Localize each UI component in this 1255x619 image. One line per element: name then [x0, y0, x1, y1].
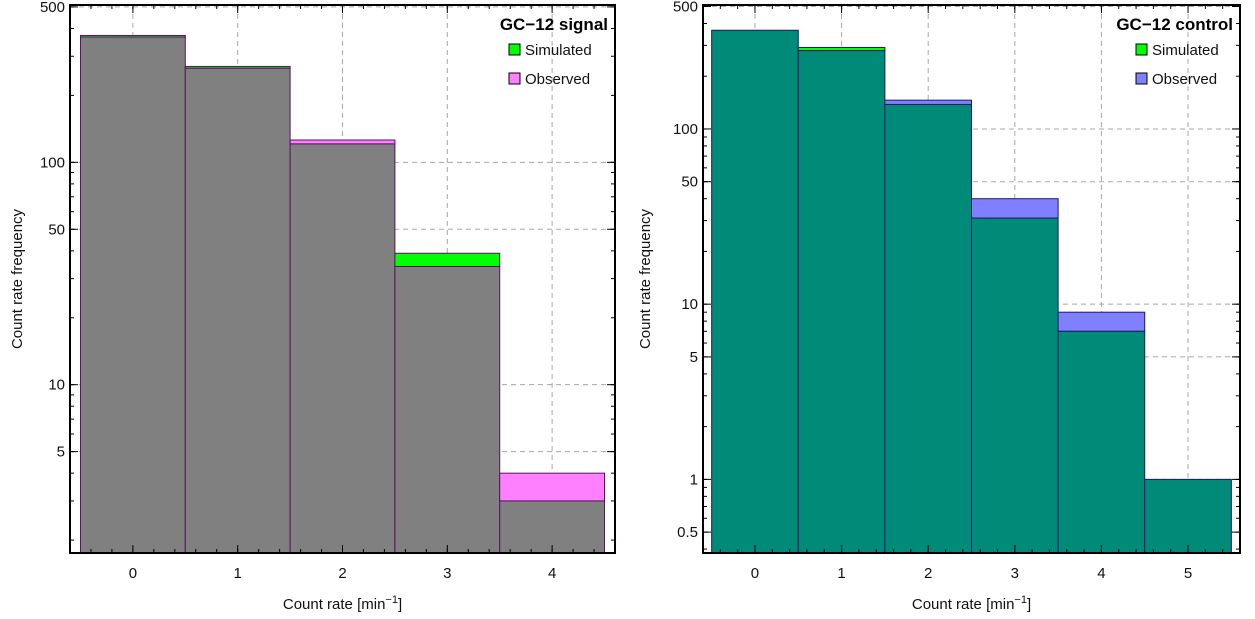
x-tick-label: 1 — [234, 565, 242, 582]
bar-1 — [797, 50, 886, 554]
bar-excess-3 — [971, 198, 1059, 219]
plot-frame — [702, 4, 1241, 554]
y-tick-label: 100 — [40, 154, 65, 171]
legend-observed: Observed — [508, 71, 590, 88]
bar-3 — [394, 266, 501, 554]
y-tick-label: 10 — [681, 296, 698, 313]
x-tick-label: 4 — [1097, 565, 1105, 582]
y-tick-label: 10 — [48, 377, 65, 394]
legend-observed: Observed — [1135, 71, 1217, 88]
chart-panel-1: 0 1 2 3 4 500 100 50 10 5 Count rate [min−1] Count … — [9, 0, 616, 613]
bar-excess-4 — [499, 472, 606, 502]
legend-label: Observed — [525, 71, 590, 88]
bar-0 — [79, 36, 186, 554]
bar-3 — [971, 217, 1059, 554]
y-tick-label: 500 — [40, 0, 65, 16]
x-tick-label: 3 — [1011, 565, 1019, 582]
x-tick-label: 5 — [1184, 565, 1192, 582]
bar-4 — [499, 500, 606, 554]
bar-2 — [884, 103, 972, 554]
legend-label: Simulated — [525, 42, 592, 59]
x-tick-label: 2 — [338, 565, 346, 582]
legend-simulated: Simulated — [1135, 42, 1219, 59]
chart-title: GC−12 control — [1116, 15, 1233, 34]
x-tick-label: 0 — [129, 565, 137, 582]
x-tick-label: 2 — [924, 565, 932, 582]
bar-2 — [289, 143, 396, 554]
bar-excess-2 — [884, 99, 972, 105]
x-tick-label: 3 — [443, 565, 451, 582]
y-tick-label: 5 — [690, 349, 698, 366]
bar-5 — [1144, 478, 1232, 554]
y-tick-label: 0.5 — [677, 524, 698, 541]
y-axis-label: Count rate frequency — [9, 208, 26, 349]
legend-swatch — [508, 43, 521, 56]
bar-4 — [1057, 330, 1146, 554]
chart-title: GC−12 signal — [500, 15, 608, 34]
y-axis-label: Count rate frequency — [637, 208, 654, 349]
bar-excess-3 — [394, 252, 501, 268]
bar-excess-4 — [1057, 311, 1146, 332]
y-tick-label: 1 — [690, 471, 698, 488]
x-tick-label: 0 — [751, 565, 759, 582]
y-tick-label: 500 — [673, 0, 698, 16]
y-tick-label: 50 — [681, 174, 698, 191]
x-tick-label: 4 — [548, 565, 556, 582]
legend-swatch — [1135, 43, 1148, 56]
y-tick-label: 5 — [57, 444, 65, 461]
chart-panel-2: 0 1 2 3 4 5 500 100 50 10 5 1 0.5 Count rate [min−1] C… — [637, 0, 1241, 613]
legend-label: Observed — [1152, 71, 1217, 88]
legend-label: Simulated — [1152, 42, 1219, 59]
y-tick-label: 100 — [673, 121, 698, 138]
legend-swatch — [1135, 72, 1148, 85]
x-axis-label: Count rate [min−1] — [283, 594, 402, 613]
bar-excess-2 — [289, 139, 396, 145]
legend-swatch — [508, 72, 521, 85]
x-axis-label: Count rate [min−1] — [912, 594, 1031, 613]
y-tick-label: 50 — [48, 221, 65, 238]
bar-0 — [711, 29, 799, 554]
bar-1 — [184, 67, 291, 554]
legend-simulated: Simulated — [508, 42, 592, 59]
x-tick-label: 1 — [837, 565, 845, 582]
